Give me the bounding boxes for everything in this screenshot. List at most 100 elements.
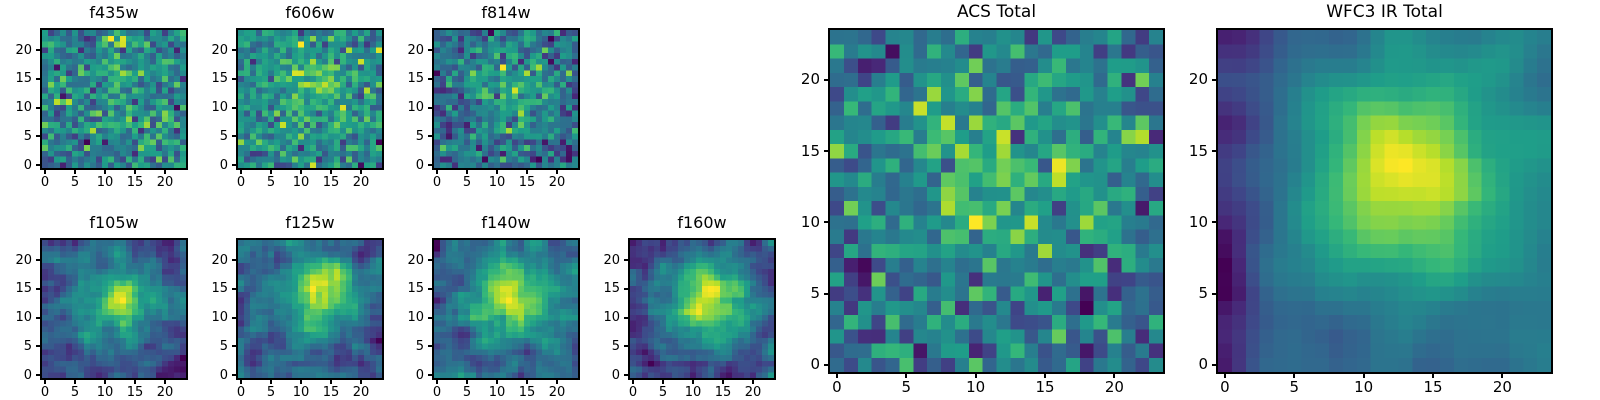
y-tick-label: 20 (407, 252, 424, 268)
y-tick-mark (36, 345, 40, 348)
x-tick-mark (270, 380, 272, 384)
x-tick-label: 15 (322, 385, 340, 400)
x-tick-mark (104, 170, 106, 174)
x-tick-mark (1223, 374, 1226, 378)
x-tick-mark (905, 374, 908, 378)
y-tick-mark (428, 77, 432, 80)
x-tick-mark (752, 380, 754, 384)
y-tick-label: 0 (23, 157, 32, 173)
x-tick-mark (1501, 374, 1504, 378)
x-tick-mark (436, 170, 438, 174)
x-tick-label: 20 (156, 175, 174, 190)
y-tick-label: 10 (15, 100, 32, 116)
x-tick-label: 10 (96, 385, 114, 400)
y-tick-mark (824, 363, 828, 366)
y-tick-label: 15 (603, 281, 620, 297)
y-tick-mark (36, 49, 40, 52)
x-tick-mark (44, 380, 46, 384)
x-tick-label: 5 (658, 385, 668, 400)
y-tick-label: 10 (407, 310, 424, 326)
x-tick-label: 5 (1289, 378, 1300, 396)
x-tick-label: 10 (96, 175, 114, 190)
heatmap-canvas (42, 30, 186, 168)
panel-title: f105w (89, 213, 139, 232)
panel-title: f606w (285, 3, 335, 22)
panel-title: f814w (481, 3, 531, 22)
heatmap-canvas (1218, 30, 1551, 372)
panel-title: f435w (89, 3, 139, 22)
x-tick-label: 5 (462, 175, 472, 190)
y-tick-mark (824, 150, 828, 153)
y-tick-label: 15 (211, 71, 228, 87)
y-tick-mark (232, 374, 236, 377)
x-tick-label: 10 (684, 385, 702, 400)
y-tick-mark (232, 77, 236, 80)
x-tick-mark (1362, 374, 1365, 378)
x-tick-label: 5 (70, 385, 80, 400)
panel-title: f140w (481, 213, 531, 232)
y-tick-label: 15 (15, 71, 32, 87)
y-tick-mark (824, 78, 828, 81)
x-tick-mark (662, 380, 664, 384)
x-tick-label: 20 (1104, 378, 1124, 396)
y-tick-label: 10 (1188, 212, 1208, 231)
x-tick-label: 20 (744, 385, 762, 400)
y-tick-label: 10 (211, 310, 228, 326)
y-tick-label: 15 (15, 281, 32, 297)
y-tick-mark (624, 287, 628, 290)
y-tick-label: 15 (407, 281, 424, 297)
y-tick-label: 20 (407, 42, 424, 58)
x-tick-label: 0 (236, 385, 246, 400)
y-tick-mark (1212, 292, 1216, 295)
y-tick-mark (1212, 363, 1216, 366)
y-tick-label: 0 (810, 355, 820, 374)
y-tick-mark (1212, 150, 1216, 153)
y-tick-label: 5 (611, 338, 620, 354)
x-tick-label: 20 (352, 175, 370, 190)
y-tick-label: 0 (1198, 355, 1208, 374)
y-tick-label: 5 (23, 338, 32, 354)
y-tick-label: 5 (415, 128, 424, 144)
y-tick-label: 10 (407, 100, 424, 116)
x-tick-mark (436, 380, 438, 384)
x-tick-label: 5 (70, 175, 80, 190)
y-tick-mark (232, 316, 236, 319)
x-tick-label: 0 (1220, 378, 1230, 396)
x-tick-mark (300, 170, 302, 174)
x-tick-label: 0 (432, 175, 442, 190)
x-tick-mark (330, 170, 332, 174)
heatmap-canvas (42, 240, 186, 378)
heatmap-canvas (830, 30, 1163, 372)
x-tick-mark (104, 380, 106, 384)
y-tick-mark (36, 316, 40, 319)
y-tick-label: 20 (603, 252, 620, 268)
y-tick-mark (232, 106, 236, 109)
y-tick-label: 5 (219, 128, 228, 144)
x-tick-mark (466, 380, 468, 384)
y-tick-label: 20 (1188, 70, 1208, 89)
y-tick-mark (428, 49, 432, 52)
y-tick-mark (624, 316, 628, 319)
x-tick-mark (466, 170, 468, 174)
x-tick-mark (496, 380, 498, 384)
y-tick-mark (36, 77, 40, 80)
y-tick-label: 15 (211, 281, 228, 297)
x-tick-mark (692, 380, 694, 384)
y-tick-mark (428, 345, 432, 348)
heatmap-canvas (630, 240, 774, 378)
x-tick-mark (360, 380, 362, 384)
y-tick-label: 20 (211, 42, 228, 58)
x-tick-mark (300, 380, 302, 384)
y-tick-mark (824, 292, 828, 295)
heatmap-canvas (434, 240, 578, 378)
y-tick-mark (232, 49, 236, 52)
y-tick-mark (36, 287, 40, 290)
y-tick-mark (36, 259, 40, 262)
y-tick-label: 20 (15, 42, 32, 58)
x-tick-mark (74, 170, 76, 174)
y-tick-label: 5 (23, 128, 32, 144)
x-tick-label: 0 (236, 175, 246, 190)
x-tick-label: 20 (156, 385, 174, 400)
x-tick-mark (74, 380, 76, 384)
